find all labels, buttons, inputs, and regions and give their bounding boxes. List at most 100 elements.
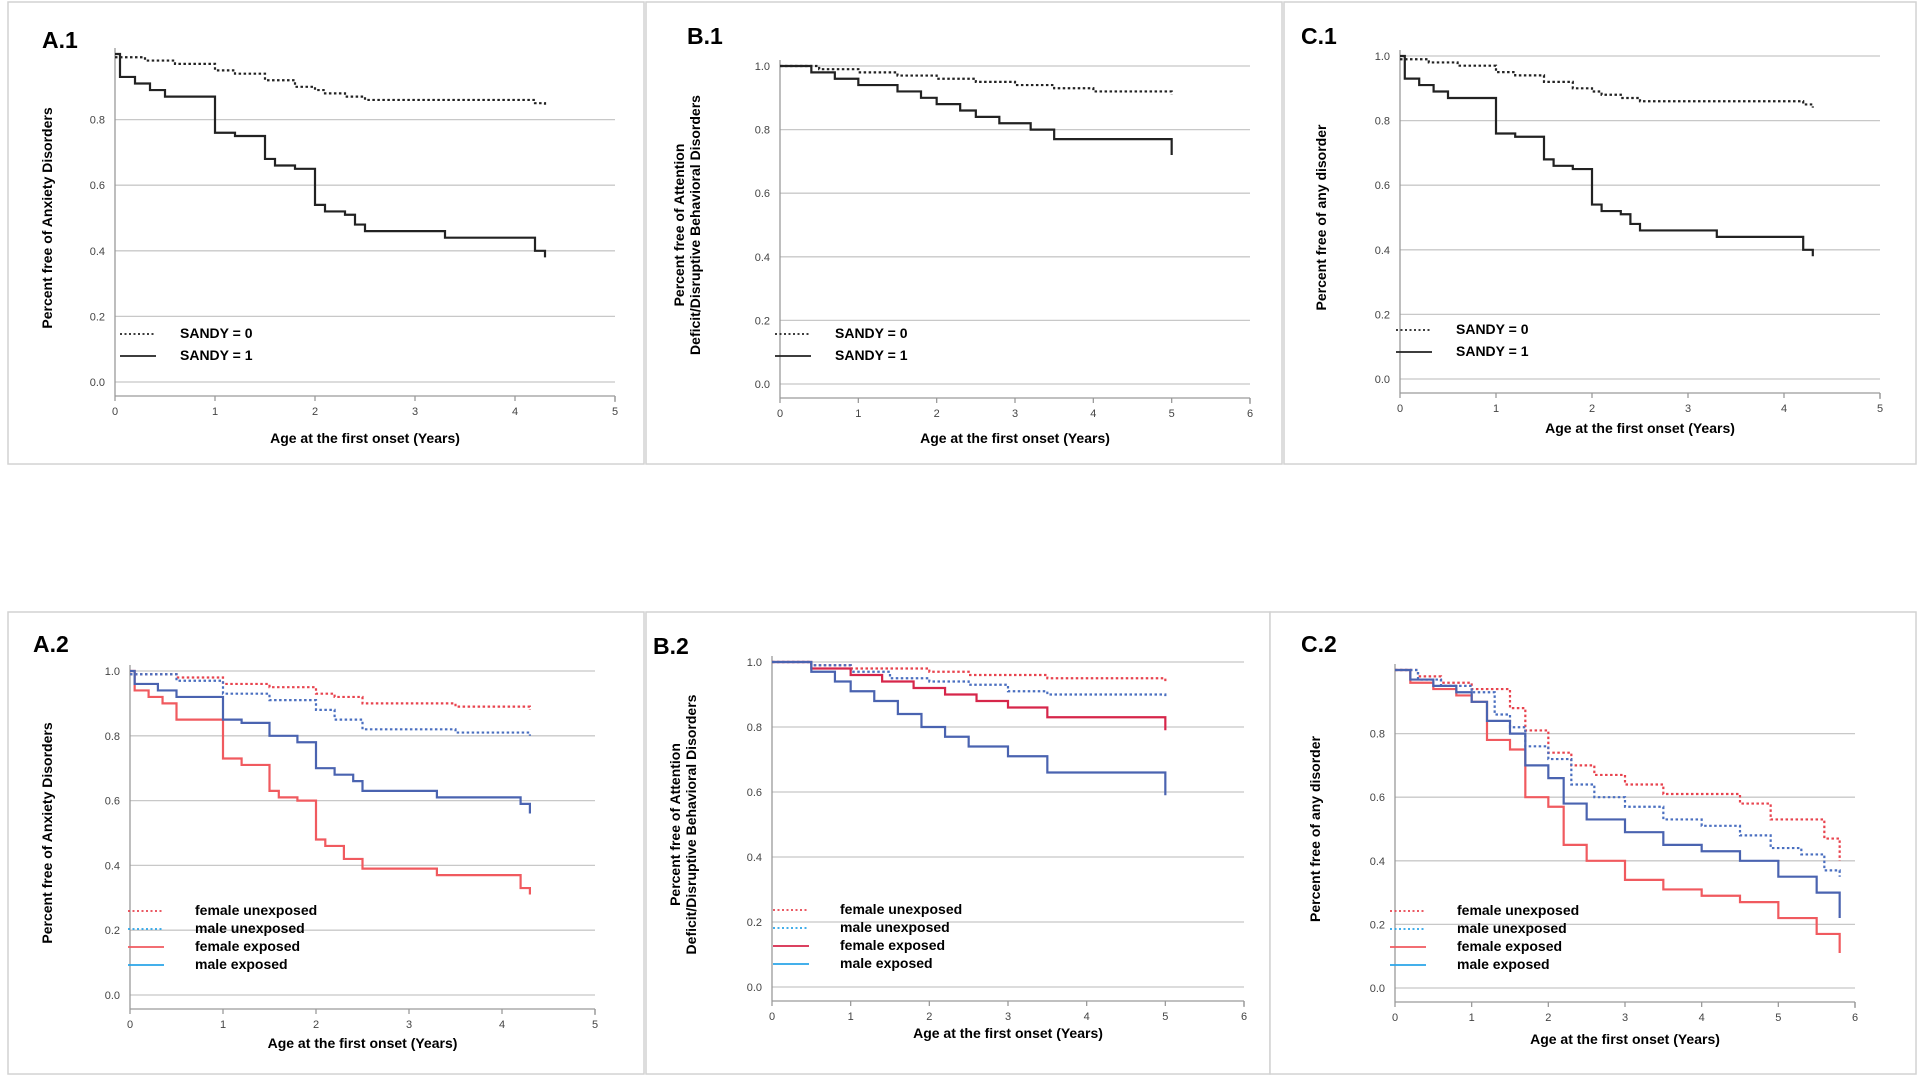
x-tick-label: 0 [1392,1012,1398,1024]
x-tick-label: 3 [1622,1012,1628,1024]
y-tick-label: 0.2 [90,311,105,323]
legend-label: SANDY = 1 [180,347,253,363]
x-tick-label: 2 [1545,1012,1551,1024]
x-tick-label: 1 [848,1011,854,1023]
x-tick-label: 0 [777,408,783,420]
y-tick-label: 0.4 [90,246,105,258]
y-tick-label: 1.0 [747,657,762,669]
x-tick-label: 5 [1169,408,1175,420]
legend-label: SANDY = 0 [835,325,908,341]
legend-label: female exposed [195,938,300,954]
x-tick-label: 5 [612,406,618,418]
series-line-male-unexposed [130,673,531,736]
x-tick-label: 3 [1685,403,1691,415]
panel-label: C.2 [1301,631,1337,657]
series-line-male-unexposed [1395,668,1841,877]
y-tick-label: 0.8 [1375,116,1390,128]
x-tick-label: 2 [934,408,940,420]
x-tick-label: 2 [313,1019,319,1031]
series-line-female-unexposed [130,673,531,710]
x-tick-label: 4 [512,406,518,418]
y-tick-label: 0.8 [90,115,105,127]
x-axis-label: Age at the first onset (Years) [920,430,1110,446]
legend-label: female unexposed [840,901,962,917]
y-tick-label: 0.0 [747,982,762,994]
panel-label: A.2 [33,631,69,657]
x-tick-label: 4 [1090,408,1096,420]
x-tick-label: 3 [1012,408,1018,420]
y-tick-label: 0.6 [105,796,120,808]
y-axis-label: Percent free of Attention [671,144,687,307]
x-tick-label: 4 [1781,403,1787,415]
y-tick-label: 0.6 [1375,180,1390,192]
x-tick-label: 5 [1162,1011,1168,1023]
panel-frame [645,1,1283,465]
legend-label: female exposed [840,937,945,953]
x-tick-label: 4 [1699,1012,1705,1024]
y-axis-label: Percent free of any disorder [1307,735,1323,922]
legend-label: SANDY = 1 [835,347,908,363]
x-axis-label: Age at the first onset (Years) [913,1025,1103,1041]
y-tick-label: 0.0 [1370,983,1385,995]
panel-b-1: B.1 0.0 0.2 0.4 0.6 0.8 1.0 0 1 2 3 4 5 6 Age at the f… [645,1,1283,465]
series-line-male-unexposed [772,660,1167,698]
y-tick-label: 0.6 [1370,792,1385,804]
panel-frame [7,1,645,465]
y-tick-label: 0.2 [755,315,770,327]
legend-label: SANDY = 1 [1456,343,1529,359]
y-tick-label: 0.0 [105,990,120,1002]
y-tick-label: 0.0 [90,377,105,389]
legend-label: male unexposed [195,920,305,936]
x-tick-label: 1 [1469,1012,1475,1024]
panel-label: A.1 [42,27,78,53]
series-line-sandy-1 [115,52,547,258]
x-tick-label: 0 [112,406,118,418]
y-tick-label: 0.6 [747,787,762,799]
y-tick-label: 0.2 [1370,919,1385,931]
x-tick-label: 6 [1852,1012,1858,1024]
y-tick-label: 0.4 [1375,245,1390,257]
y-axis-label: Deficit/Disruptive Behavioral Disorders [683,694,699,954]
series-line-female-unexposed [772,660,1167,682]
panel-b-2: B.2 0.0 0.2 0.4 0.6 0.8 1.0 0 1 2 3 4 5 6 Age at the f… [645,611,1271,1075]
legend-label: male exposed [1457,956,1550,972]
legend-label: male exposed [195,956,288,972]
y-axis-label: Deficit/Disruptive Behavioral Disorders [687,95,703,355]
legend-label: female exposed [1457,938,1562,954]
y-axis-label: Percent free of Anxiety Disorders [39,107,55,328]
y-axis-label: Percent free of Attention [667,743,683,906]
y-tick-label: 1.0 [755,61,770,73]
y-tick-label: 0.8 [1370,729,1385,741]
legend-label: SANDY = 0 [180,325,253,341]
y-tick-label: 1.0 [105,666,120,678]
legend-label: male unexposed [1457,920,1567,936]
series-line-sandy-1 [1400,54,1814,257]
y-tick-label: 0.0 [755,379,770,391]
y-tick-label: 0.4 [755,252,770,264]
x-tick-label: 3 [1005,1011,1011,1023]
panel-a-1: A.1 0.0 0.2 0.4 0.6 0.8 0 1 2 3 4 5 Age at the first… [7,1,645,465]
y-tick-label: 0.6 [90,180,105,192]
x-tick-label: 5 [1877,403,1883,415]
x-tick-label: 2 [1589,403,1595,415]
x-tick-label: 0 [127,1019,133,1031]
series-line-sandy-0 [115,56,547,107]
x-tick-label: 2 [926,1011,932,1023]
x-tick-label: 3 [406,1019,412,1031]
legend-label: male unexposed [840,919,950,935]
x-tick-label: 0 [769,1011,775,1023]
series-line-sandy-1 [780,64,1173,156]
x-tick-label: 4 [1084,1011,1090,1023]
series-line-male-exposed [1395,668,1841,919]
x-axis-label: Age at the first onset (Years) [1545,420,1735,436]
panel-frame [1269,611,1917,1075]
legend-label: SANDY = 0 [1456,321,1529,337]
x-tick-label: 1 [220,1019,226,1031]
x-tick-label: 1 [1493,403,1499,415]
panel-a-2: A.2 0.0 0.2 0.4 0.6 0.8 1.0 0 1 2 3 4 5 Age at the fi… [7,611,645,1075]
legend-label: female unexposed [1457,902,1579,918]
y-tick-label: 0.4 [747,852,762,864]
y-tick-label: 0.2 [1375,309,1390,321]
x-tick-label: 6 [1247,408,1253,420]
